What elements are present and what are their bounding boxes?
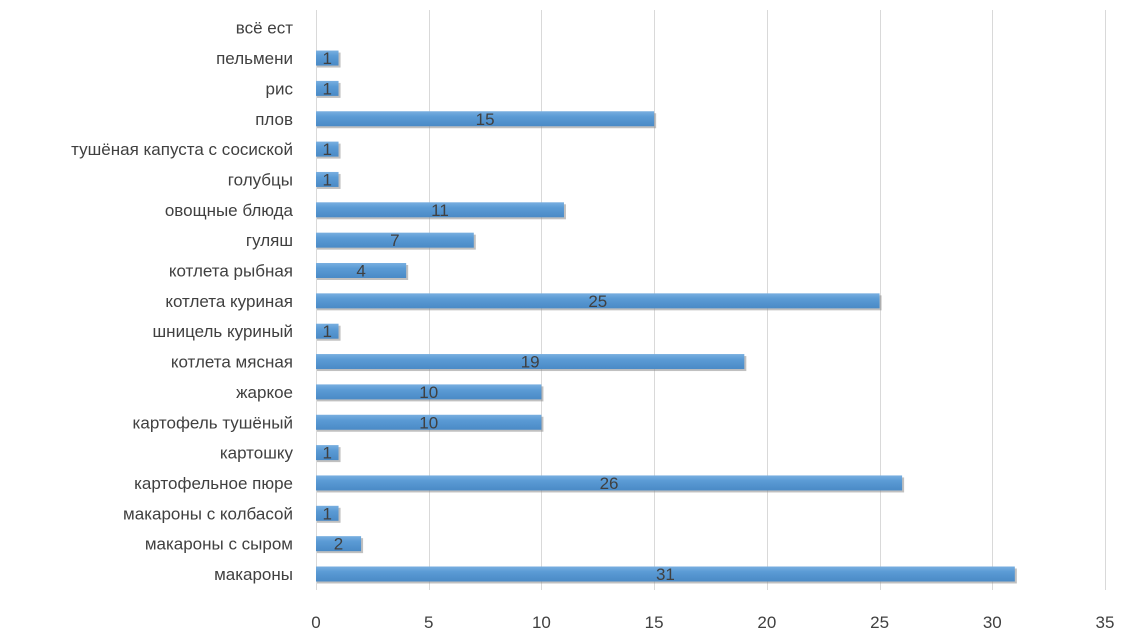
bar — [316, 80, 339, 96]
x-tick-label: 35 — [1096, 613, 1115, 632]
category-label: жаркое — [236, 383, 293, 402]
x-tick-label: 30 — [983, 613, 1002, 632]
category-label: плов — [255, 110, 293, 129]
x-tick-label: 10 — [532, 613, 551, 632]
category-label: котлета рыбная — [169, 262, 293, 281]
bar — [316, 323, 339, 339]
category-label: макароны с сыром — [145, 535, 293, 554]
data-label: 1 — [323, 49, 332, 68]
bar — [316, 141, 339, 157]
data-label: 7 — [390, 231, 399, 250]
data-label: 1 — [323, 444, 332, 463]
category-label: шницель куриный — [153, 322, 293, 341]
bar — [316, 505, 339, 521]
x-tick-label: 15 — [645, 613, 664, 632]
data-label: 1 — [323, 170, 332, 189]
category-axis-labels: макароны макароны с сыром макароны с колба… — [71, 19, 293, 584]
data-label: 1 — [323, 79, 332, 98]
category-label: тушёная капуста с сосиской — [71, 140, 293, 159]
category-label: гуляш — [246, 231, 293, 250]
bar — [316, 50, 339, 66]
x-tick-label: 0 — [311, 613, 320, 632]
bar — [316, 475, 903, 491]
data-label: 11 — [431, 201, 449, 220]
data-label: 19 — [521, 353, 540, 372]
data-label: 15 — [476, 110, 495, 129]
bar — [316, 293, 880, 309]
category-label: котлета куриная — [165, 292, 293, 311]
data-label: 10 — [419, 383, 438, 402]
category-label: картофельное пюре — [134, 474, 293, 493]
bar — [316, 354, 745, 370]
data-label: 31 — [656, 565, 675, 584]
bar — [316, 111, 655, 127]
data-label: 26 — [600, 474, 619, 493]
bar — [316, 445, 339, 461]
category-label: рис — [266, 79, 294, 98]
category-label: голубцы — [228, 170, 293, 189]
category-label: картошку — [220, 444, 294, 463]
data-label: 25 — [588, 292, 607, 311]
x-tick-label: 5 — [424, 613, 433, 632]
bar — [316, 171, 339, 187]
data-label: 1 — [323, 140, 332, 159]
data-label: 10 — [419, 413, 438, 432]
data-label: 2 — [334, 535, 343, 554]
data-label: 1 — [323, 322, 332, 341]
bar — [316, 232, 474, 248]
bar — [316, 566, 1015, 582]
data-label: 4 — [356, 262, 365, 281]
bars — [316, 50, 1017, 584]
category-label: котлета мясная — [171, 353, 293, 372]
data-label: 1 — [323, 504, 332, 523]
bar — [316, 202, 564, 218]
category-label: макароны с колбасой — [123, 504, 293, 523]
bar — [316, 384, 542, 400]
x-tick-label: 25 — [870, 613, 889, 632]
category-label: всё ест — [236, 19, 293, 38]
bar — [316, 414, 542, 430]
category-label: макароны — [214, 565, 293, 584]
bar — [316, 536, 362, 552]
bar — [316, 263, 407, 278]
category-label: картофель тушёный — [133, 413, 293, 432]
x-tick-label: 20 — [757, 613, 776, 632]
value-axis-tick-labels: 0 5 10 15 20 25 30 35 — [311, 613, 1114, 632]
category-label: овощные блюда — [165, 201, 294, 220]
category-label: пельмени — [216, 49, 293, 68]
